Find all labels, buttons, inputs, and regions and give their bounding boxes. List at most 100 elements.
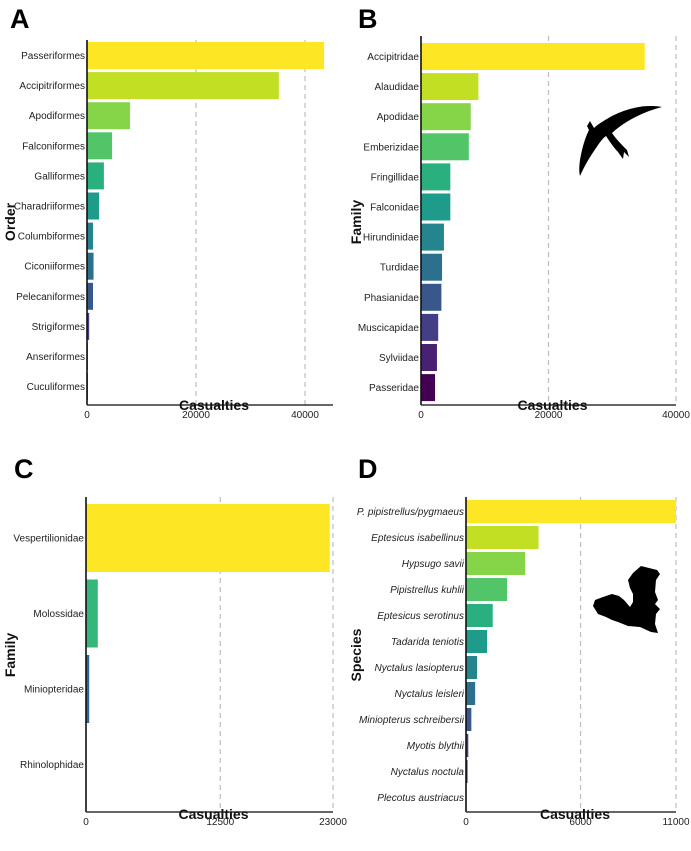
bar [87, 132, 113, 160]
category-label: Pipistrellus kuhlii [390, 585, 465, 596]
x-tick-label: 0 [84, 410, 90, 421]
x-tick-label: 20000 [535, 410, 563, 421]
category-label: Miniopterus schreibersii [359, 715, 465, 726]
x-axis-title: Casualties [179, 397, 249, 413]
category-label: Vespertilionidae [13, 534, 84, 545]
category-label: Accipitridae [367, 52, 419, 63]
category-label: Galliformes [34, 171, 85, 182]
category-label: Sylviidae [379, 353, 419, 364]
x-tick-label: 20000 [182, 410, 210, 421]
panel-label-a: A [10, 4, 30, 34]
bar [421, 313, 439, 341]
bar [87, 222, 93, 250]
category-label: Miniopteridae [24, 685, 84, 696]
category-label: Cuculiformes [27, 382, 85, 393]
category-label: Muscicapidae [358, 323, 420, 334]
category-label: Falconiformes [22, 141, 85, 152]
bar [421, 344, 437, 371]
bat-icon [593, 566, 660, 633]
category-label: Turdidae [380, 263, 420, 274]
bar [466, 552, 526, 575]
bar [87, 162, 104, 190]
bar [87, 282, 93, 310]
bar [421, 193, 451, 221]
category-label: Eptesicus serotinus [377, 611, 464, 622]
y-axis-title: Order [2, 202, 18, 241]
category-label: Falconidae [370, 203, 419, 214]
category-label: Pelecaniformes [16, 292, 85, 303]
category-label: Nyctalus lasiopterus [375, 663, 464, 674]
chart-panel-d: P. pipistrellus/pygmaeus Eptesicus isabel… [348, 497, 690, 828]
panel-label-c: C [14, 454, 34, 484]
bar [466, 500, 676, 523]
category-label: Strigiformes [32, 322, 85, 333]
category-label: Hirundinidae [363, 233, 420, 244]
category-label: Plecotus austriacus [377, 793, 464, 804]
y-axis-title: Family [2, 633, 18, 678]
x-tick-label: 0 [83, 817, 89, 828]
y-axis-title: Species [348, 628, 364, 681]
bar [87, 252, 94, 280]
category-label: Molossidae [33, 609, 84, 620]
bar [466, 708, 472, 731]
category-label: Hypsugo savii [402, 559, 465, 570]
x-tick-label: 6000 [569, 817, 592, 828]
category-label: Apodiformes [29, 111, 85, 122]
swift-icon [579, 106, 662, 176]
bar [87, 42, 325, 69]
y-axis-title: Family [348, 200, 364, 245]
bar [466, 630, 487, 653]
category-label: Myotis blythii [407, 741, 465, 752]
category-label: Emberizidae [363, 142, 419, 153]
x-axis-title: Casualties [540, 806, 610, 822]
bar [466, 578, 508, 601]
x-tick-label: 12500 [206, 817, 234, 828]
panel-label-d: D [358, 454, 378, 484]
category-label: Passeriformes [21, 51, 85, 62]
bar [87, 102, 131, 130]
bar [86, 504, 330, 572]
category-label: Nyctalus leisleri [395, 689, 465, 700]
category-label: Fringillidae [371, 172, 420, 183]
bar [86, 655, 90, 723]
chart-panel-a: Passeriformes Accipitriformes Apodiformes F… [2, 40, 333, 421]
category-label: Nyctalus noctula [391, 767, 465, 778]
category-label: Columbiformes [18, 232, 85, 243]
chart-panel-b: Accipitridae Alaudidae Apodidae Emberizidae… [348, 36, 690, 421]
bar [466, 734, 469, 757]
panel-label-b: B [358, 4, 378, 34]
category-label: Apodidae [377, 112, 420, 123]
x-tick-label: 0 [463, 817, 469, 828]
category-label: Phasianidae [364, 293, 419, 304]
category-label: P. pipistrellus/pygmaeus [357, 507, 464, 518]
bar [466, 604, 493, 627]
bar [86, 579, 98, 648]
category-label: Accipitriformes [19, 81, 85, 92]
x-tick-label: 40000 [291, 410, 319, 421]
bar [87, 192, 99, 220]
category-label: Eptesicus isabellinus [371, 533, 464, 544]
bar [87, 312, 90, 340]
bar [466, 682, 476, 705]
x-axis-title: Casualties [517, 397, 587, 413]
chart-panel-c: Vespertilionidae Molossidae Miniopteridae R… [2, 497, 347, 828]
category-label: Charadriiformes [14, 202, 85, 213]
bar [421, 253, 443, 281]
bar [421, 103, 471, 131]
category-label: Ciconiiformes [24, 262, 85, 273]
bar [466, 656, 478, 679]
bar [466, 526, 539, 549]
bar [421, 283, 442, 311]
bar [421, 133, 469, 161]
bar [87, 72, 279, 100]
category-label: Passeridae [369, 383, 419, 394]
x-axis-title: Casualties [178, 806, 248, 822]
bar [421, 223, 444, 251]
category-label: Tadarida teniotis [391, 637, 464, 648]
x-tick-label: 40000 [662, 410, 690, 421]
x-tick-label: 23000 [319, 817, 347, 828]
x-tick-label: 0 [418, 410, 424, 421]
category-label: Anseriformes [26, 352, 85, 363]
x-tick-label: 11000 [662, 817, 690, 828]
